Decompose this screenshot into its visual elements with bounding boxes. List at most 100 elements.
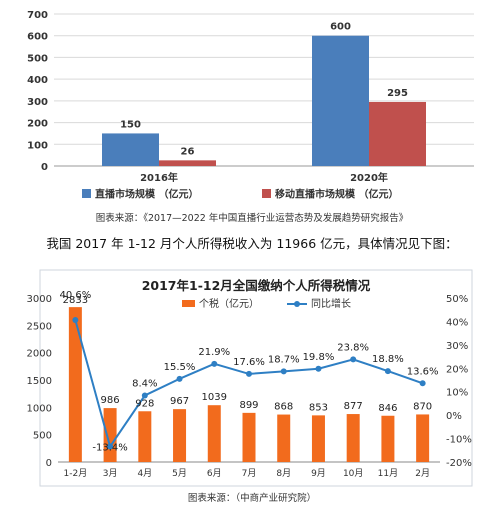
c1-y-tick-label: 100 [27, 140, 48, 151]
c1-y-tick-label: 200 [27, 119, 48, 130]
c1-bar [369, 101, 426, 166]
c1-bar-value-label: 26 [181, 146, 195, 157]
c2-bar-value-label: 986 [101, 395, 120, 406]
c2-growth-point [176, 375, 183, 382]
c2-right-tick-label: 20% [446, 364, 468, 375]
c2-legend-line-label: 同比增长 [311, 297, 351, 310]
c2-growth-point [384, 368, 391, 375]
c2-x-tick-label: 10月 [343, 468, 363, 479]
c2-bar [103, 408, 117, 462]
c1-y-tick-label: 700 [27, 10, 48, 21]
c2-left-tick-label: 1500 [27, 376, 52, 387]
c2-bar-value-label: 967 [170, 396, 189, 407]
c2-bar [138, 411, 152, 462]
c1-y-tick-label: 0 [41, 162, 48, 173]
c2-right-tick-label: 0% [446, 411, 462, 422]
c2-right-tick-label: 50% [446, 294, 468, 305]
c2-bar-value-label: 1039 [202, 392, 227, 403]
c2-left-tick-label: 3000 [27, 294, 52, 305]
c2-x-tick-label: 5月 [172, 468, 187, 479]
c1-legend-swatch [82, 189, 91, 198]
c2-bar-value-label: 2833 [63, 295, 88, 306]
c1-bar-value-label: 600 [330, 22, 351, 33]
c1-bar-value-label: 295 [387, 88, 408, 99]
c2-growth-point [211, 360, 218, 367]
c2-growth-point [315, 365, 322, 372]
c2-right-tick-label: -20% [446, 458, 472, 469]
chart2-source-caption: 图表来源：（中商产业研究院） [187, 493, 317, 504]
c2-bar [207, 405, 221, 462]
c2-x-tick-label: 11月 [378, 468, 398, 479]
c2-growth-point [280, 368, 287, 375]
c2-growth-label: 40.6% [59, 290, 91, 301]
c2-x-tick-label: 4月 [137, 468, 152, 479]
c2-growth-label: 17.6% [233, 357, 265, 368]
c1-bar [102, 133, 159, 166]
c2-left-tick-label: 1000 [27, 403, 52, 414]
c2-bar [68, 307, 82, 462]
c2-growth-label: 15.5% [164, 362, 196, 373]
c2-growth-point [246, 370, 252, 377]
c2-growth-label: 18.8% [372, 354, 404, 365]
c1-bar [159, 160, 216, 166]
c2-legend-bar-label: 个税（亿元） [199, 297, 259, 310]
c2-growth-label: 19.8% [303, 352, 335, 363]
c2-bar [311, 415, 325, 462]
c2-bar-value-label: 870 [413, 401, 432, 412]
c2-bar-value-label: 853 [309, 402, 328, 413]
c2-bar-value-label: 846 [378, 403, 397, 414]
chart1-source-caption: 图表来源：《2017—2022 年中国直播行业运营态势及发展趋势研究报告》 [95, 213, 409, 224]
c2-growth-point [72, 317, 79, 324]
c2-left-tick-label: 2000 [27, 349, 52, 360]
c2-bar [277, 414, 291, 462]
c1-y-tick-label: 500 [27, 53, 48, 64]
c2-growth-label: 13.6% [407, 366, 439, 377]
c2-right-tick-label: 10% [446, 388, 468, 399]
c2-growth-label: 18.7% [268, 354, 300, 365]
c1-x-tick-label: 2016年 [140, 171, 178, 184]
c1-legend-label: 移动直播市场规模 （亿元） [275, 188, 398, 201]
c2-growth-point [107, 443, 114, 450]
c1-y-tick-label: 400 [27, 75, 48, 86]
c2-growth-point [350, 356, 357, 363]
c2-x-tick-label: 8月 [276, 468, 291, 479]
c2-growth-label: 23.8% [337, 342, 369, 353]
c1-y-tick-label: 300 [27, 97, 48, 108]
c2-right-tick-label: 40% [446, 317, 468, 328]
c2-bar-value-label: 928 [135, 398, 154, 409]
c2-growth-point [419, 380, 426, 387]
c2-bar [346, 414, 360, 462]
c2-right-tick-label: -10% [446, 435, 472, 446]
c1-bar-value-label: 150 [120, 119, 141, 130]
c2-bar [416, 414, 430, 462]
c2-x-tick-label: 3月 [103, 468, 118, 479]
c2-bar [173, 409, 187, 462]
c1-legend-swatch [262, 189, 271, 198]
c2-bar-value-label: 868 [274, 402, 293, 413]
c2-left-tick-label: 0 [46, 458, 52, 469]
c2-x-tick-label: 6月 [207, 468, 222, 479]
c2-growth-label: 8.4% [132, 378, 157, 389]
tax-intro-paragraph: 我国 2017 年 1-12 月个人所得税收入为 11966 亿元，具体情况见下… [46, 236, 458, 251]
c2-x-tick-label: 1-2月 [64, 468, 88, 479]
c2-right-tick-label: 30% [446, 341, 468, 352]
c1-x-tick-label: 2020年 [350, 171, 388, 184]
c2-legend-bar-swatch [182, 300, 195, 307]
chart2-title: 2017年1-12月全国缴纳个人所得税情况 [142, 278, 371, 293]
c2-bar-value-label: 899 [239, 400, 258, 411]
c2-x-tick-label: 2月 [415, 468, 430, 479]
c1-y-tick-label: 600 [27, 32, 48, 43]
c2-x-tick-label: 7月 [242, 468, 257, 479]
c2-x-tick-label: 9月 [311, 468, 326, 479]
c2-bar [242, 412, 256, 462]
c2-bar [381, 415, 395, 462]
c2-legend-line-marker [294, 301, 300, 307]
c2-left-tick-label: 2500 [27, 321, 52, 332]
c2-growth-label: 21.9% [198, 347, 230, 358]
c2-left-tick-label: 500 [33, 431, 52, 442]
chart2-frame [39, 269, 473, 487]
c2-growth-point [141, 392, 148, 399]
c1-legend-label: 直播市场规模 （亿元） [95, 188, 198, 201]
live-streaming-market-chart: 0 100 200 300 400 500 600 700 150 26 600 295 2016年… [27, 10, 474, 201]
c2-bar-value-label: 877 [344, 401, 363, 412]
